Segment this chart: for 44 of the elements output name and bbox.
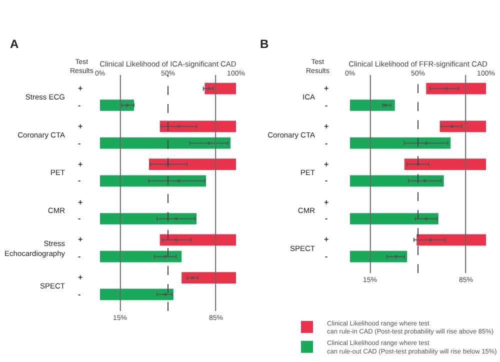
- bar: [148, 158, 236, 170]
- bar: [404, 158, 486, 170]
- text: +: [324, 160, 329, 169]
- bar: [350, 250, 408, 262]
- text: -: [78, 290, 81, 299]
- text: +: [78, 122, 83, 131]
- bar: [160, 234, 236, 246]
- text: +: [324, 198, 329, 207]
- text: -: [325, 214, 328, 223]
- text: -: [78, 252, 81, 261]
- chart-title: A: [10, 37, 19, 51]
- text: -: [78, 139, 81, 148]
- text: -: [78, 214, 81, 223]
- bar: [100, 100, 134, 111]
- text: -: [78, 101, 81, 110]
- text: -: [78, 176, 81, 185]
- bar: [100, 213, 197, 224]
- bar: [440, 120, 486, 132]
- text: -: [325, 101, 328, 110]
- bar: [100, 137, 231, 149]
- text: +: [78, 198, 83, 207]
- bar: [350, 213, 438, 224]
- bar: [350, 175, 444, 187]
- text: +: [78, 273, 83, 282]
- text: +: [324, 84, 329, 93]
- bar: [350, 137, 451, 149]
- chart-title: B: [260, 37, 269, 51]
- bar: [426, 82, 486, 94]
- bar: [350, 100, 395, 111]
- bar: [160, 120, 236, 132]
- bar: [416, 234, 486, 246]
- bar: [100, 175, 206, 187]
- text: -: [325, 176, 328, 185]
- text: +: [78, 235, 83, 244]
- text: +: [78, 84, 83, 93]
- text: -: [325, 252, 328, 261]
- bar: [100, 288, 174, 300]
- text: +: [324, 122, 329, 131]
- text: -: [325, 139, 328, 148]
- text: +: [78, 160, 83, 169]
- bar: [204, 82, 236, 94]
- bar: [182, 272, 236, 284]
- text: +: [324, 235, 329, 244]
- bar: [100, 250, 182, 262]
